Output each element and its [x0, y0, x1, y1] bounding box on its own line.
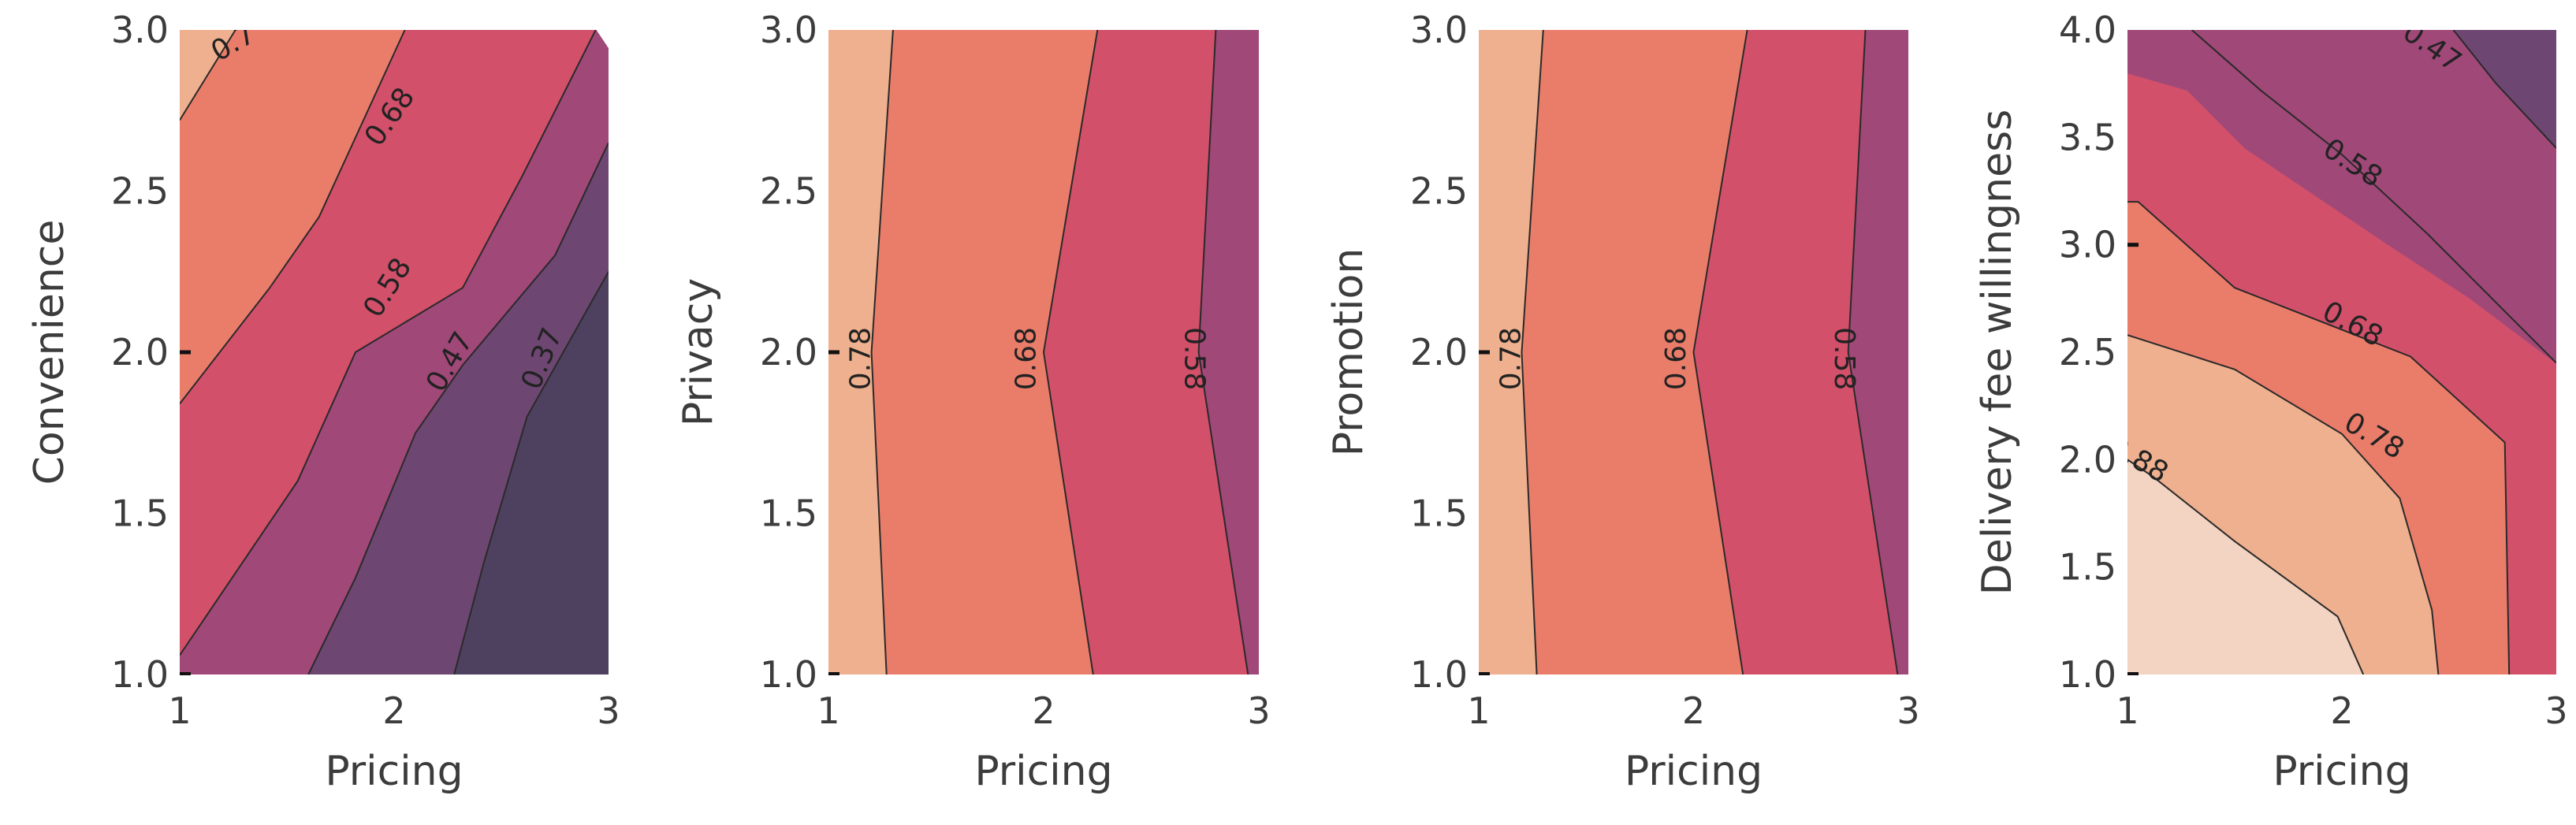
y-axis-label: Convenience	[26, 220, 73, 485]
contour-band-5	[2127, 30, 2556, 364]
y-axis-label: Delivery fee willingness	[1974, 110, 2021, 596]
plot-area: 0.470.580.680.780.88	[2127, 30, 2556, 674]
y-tick-label: 2.5	[760, 170, 817, 213]
y-tick-label: 2.5	[1410, 170, 1468, 213]
y-tick-label: 1.5	[111, 492, 169, 535]
x-tick-label: 3	[1247, 689, 1270, 732]
y-tick-label: 2.0	[1410, 331, 1468, 373]
contour-line-2	[1042, 30, 1099, 674]
x-tick-label: 2	[1032, 689, 1055, 732]
plot-area: 0.78 0.68 0.58	[828, 30, 1259, 674]
y-tick-label: 1.5	[1410, 492, 1468, 535]
y-axis-label: Promotion	[1325, 248, 1372, 457]
contour-level-label-3: 0.58	[1828, 327, 1860, 390]
contour-line-4	[307, 142, 609, 674]
contour-line-2	[2127, 334, 2440, 674]
contour-line-1	[2127, 459, 2365, 674]
y-tick-label: 2.0	[111, 331, 169, 373]
x-tick-label: 3	[2544, 689, 2567, 732]
contour-line-3	[2127, 201, 2511, 674]
contour-line-1	[180, 30, 236, 121]
chart-panel-2: 0.78 0.68 0.58 1 2 3 1.0 1.5 2.0 2.5 3.0 Pricing Pri…	[675, 9, 1271, 795]
x-axis-label: Pricing	[974, 748, 1112, 795]
contour-line-2	[180, 30, 406, 405]
y-tick-label: 2.0	[760, 331, 817, 373]
x-tick-label: 1	[2116, 689, 2139, 732]
plot-area: 0.70.680.580.47 0.37	[180, 30, 609, 674]
y-tick-label: 2.5	[2059, 331, 2116, 373]
y-axis-label: Privacy	[675, 278, 722, 426]
y-tick-label: 2.0	[2059, 438, 2116, 481]
x-tick-label: 2	[1682, 689, 1705, 732]
x-axis-label: Pricing	[2273, 748, 2410, 795]
chart-panel-4: 0.470.580.680.780.88 1 2 3 1.0 1.5 2.0 2.5 3.0 3.…	[1974, 9, 2568, 795]
x-tick-label: 2	[382, 689, 405, 732]
y-tick-label: 1.0	[760, 653, 817, 696]
contour-line-5	[453, 271, 609, 674]
chart-panel-1: 0.70.680.580.47 0.37 1 2 3 1.0 1.5 2.0 2.5 3.0 Pri…	[26, 9, 620, 795]
y-tick-label: 3.0	[1410, 9, 1468, 51]
plot-area: 0.78 0.68 0.58	[1479, 30, 1908, 674]
y-tick-label: 3.0	[2059, 224, 2116, 266]
x-axis-label: Pricing	[1625, 748, 1763, 795]
y-tick-label: 3.5	[2059, 116, 2116, 158]
x-tick-label: 3	[1897, 689, 1919, 732]
contour-line-1	[870, 30, 894, 674]
y-tick-label: 3.0	[111, 9, 169, 51]
contour-line-2	[1692, 30, 1748, 674]
chart-panel-3: 0.78 0.68 0.58 1 2 3 1.0 1.5 2.0 2.5 3.0 Pricing Pro…	[1325, 9, 1920, 795]
x-tick-label: 1	[168, 689, 191, 732]
contour-level-label-3: 0.58	[1178, 327, 1211, 390]
x-axis-label: Pricing	[325, 748, 463, 795]
y-tick-label: 1.0	[111, 653, 169, 696]
contour-level-label-2: 0.68	[1011, 327, 1043, 390]
contour-level-label-1: 0.78	[1495, 327, 1527, 390]
contour-line-3	[180, 30, 597, 656]
contour-line-5	[2452, 30, 2556, 149]
contour-line-4	[2191, 30, 2556, 364]
contour-level-label-1: 0.78	[844, 327, 877, 390]
x-tick-label: 2	[2330, 689, 2353, 732]
y-tick-label: 1.5	[2059, 546, 2116, 589]
y-tick-label: 3.0	[760, 9, 817, 51]
contour-level-label-2: 0.68	[1660, 327, 1692, 390]
contour-line-3	[1847, 30, 1899, 674]
contour-line-1	[1521, 30, 1544, 674]
x-tick-label: 1	[817, 689, 839, 732]
x-tick-label: 1	[1467, 689, 1490, 732]
x-tick-label: 3	[597, 689, 620, 732]
contour-line-3	[1197, 30, 1249, 674]
y-tick-label: 4.0	[2059, 9, 2116, 51]
y-tick-label: 2.5	[111, 170, 169, 213]
y-tick-label: 1.5	[760, 492, 817, 535]
y-tick-label: 1.0	[1410, 653, 1468, 696]
y-tick-label: 1.0	[2059, 653, 2116, 696]
